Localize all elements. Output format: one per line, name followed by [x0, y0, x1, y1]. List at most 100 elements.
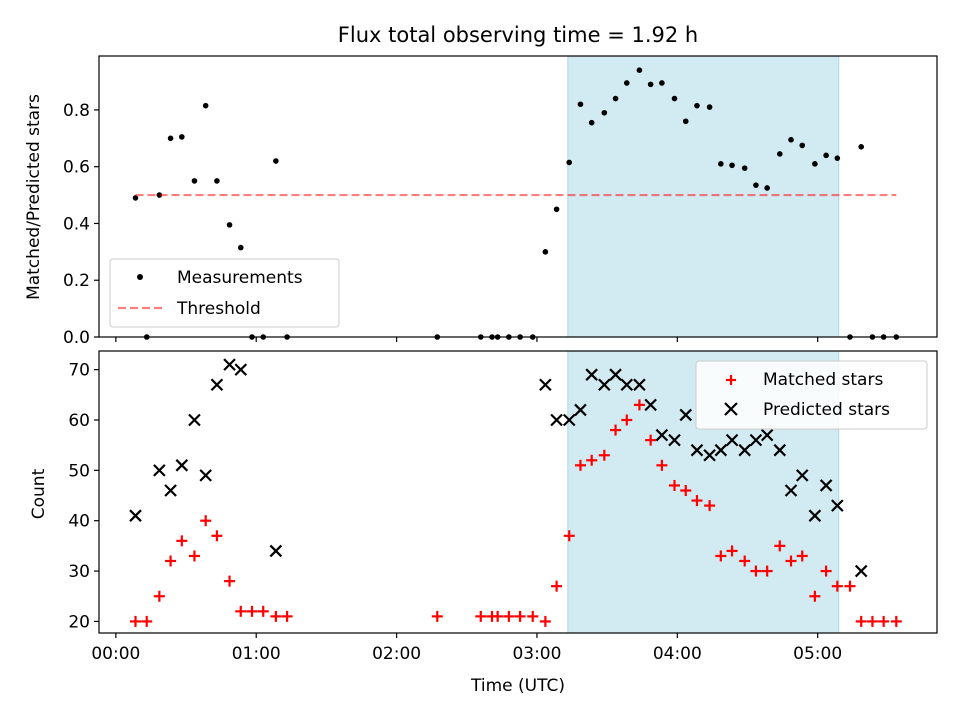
- matched-star-point: [610, 424, 622, 436]
- measurement-point: [647, 81, 654, 88]
- measurement-point: [132, 195, 139, 201]
- predicted-star-point: [819, 479, 833, 492]
- predicted-star-point: [773, 443, 787, 457]
- measurement-point: [788, 136, 794, 143]
- measurement-point: [156, 192, 163, 198]
- matched-star-point: [224, 575, 236, 587]
- predicted-star-point: [175, 459, 189, 472]
- matched-star-point: [820, 565, 832, 577]
- ratio-y-tick-label: 0.2: [63, 271, 90, 291]
- measurement-point: [671, 95, 678, 102]
- matched-star-point: [574, 459, 586, 471]
- measurement-point: [776, 151, 783, 157]
- matched-star-point: [866, 615, 878, 627]
- measurement-point: [799, 142, 806, 149]
- predicted-star-point: [679, 408, 693, 422]
- matched-star-point: [563, 530, 575, 542]
- predicted-star-point: [795, 469, 809, 482]
- count-panel: 20 30 40 50 60 70 00:00 01:00 02:00 03:00 04:00 05…: [29, 350, 938, 696]
- legend-predicted-label: Predicted stars: [763, 400, 890, 420]
- count-y-tick-label: 50: [68, 461, 90, 481]
- measurement-point: [682, 118, 689, 125]
- matched-star-point: [878, 615, 890, 627]
- legend-threshold-label: Threshold: [176, 299, 261, 319]
- predicted-star-point: [690, 443, 704, 457]
- measurement-point: [566, 159, 573, 166]
- measurement-point: [167, 135, 174, 142]
- count-x-tick-label: 03:00: [512, 644, 561, 664]
- predicted-star-point: [550, 413, 563, 427]
- predicted-star-point: [199, 469, 212, 482]
- matched-star-point: [153, 590, 165, 602]
- legend-measurements-label: Measurements: [177, 268, 303, 288]
- measurement-point: [612, 95, 619, 102]
- matched-star-point: [431, 610, 443, 622]
- measurement-point: [764, 185, 770, 191]
- legend-matched-label: Matched stars: [763, 370, 883, 390]
- measurement-point: [636, 67, 643, 73]
- predicted-star-point: [655, 428, 669, 442]
- measurement-point: [706, 104, 713, 110]
- predicted-star-point: [703, 448, 716, 462]
- matched-star-point: [669, 479, 681, 491]
- measurement-point: [623, 80, 630, 86]
- predicted-star-point: [784, 484, 798, 497]
- matched-star-point: [750, 565, 762, 577]
- measurement-point: [226, 222, 233, 228]
- matched-star-point: [539, 615, 551, 627]
- predicted-star-point: [164, 484, 177, 497]
- predicted-star-point: [188, 413, 201, 427]
- measurement-point: [588, 119, 595, 126]
- ratio-y-axis-label: Matched/Predicted stars: [24, 94, 44, 300]
- matched-star-point: [246, 605, 258, 617]
- measurement-point: [753, 182, 759, 188]
- predicted-star-point: [644, 398, 657, 412]
- measurement-point: [577, 101, 584, 108]
- matched-star-point: [691, 495, 703, 507]
- matched-star-point: [200, 515, 212, 527]
- measurement-point: [273, 158, 279, 164]
- measurement-point: [202, 102, 209, 109]
- ratio-y-tick-label: 0.6: [63, 158, 90, 178]
- matched-star-point: [129, 615, 141, 627]
- count-y-axis-label: Count: [29, 468, 49, 519]
- legend-predicted-marker: [724, 402, 738, 416]
- count-plot-frame: [98, 350, 938, 634]
- ratio-panel: 0.00.20.40.60.8 Matched/Predicted stars …: [24, 55, 938, 348]
- x-axis-label: Time (UTC): [470, 676, 565, 696]
- measurement-point: [214, 178, 220, 184]
- matched-star-point: [831, 580, 843, 592]
- matched-star-point: [704, 500, 716, 512]
- measurement-point: [858, 144, 865, 150]
- matched-star-point: [527, 610, 539, 622]
- matched-star-point: [503, 610, 515, 622]
- measurement-point: [659, 80, 665, 86]
- matched-star-point: [761, 565, 773, 577]
- legend-measurements-marker: [137, 274, 143, 280]
- predicted-star-point: [129, 509, 142, 522]
- matched-star-point: [633, 399, 645, 411]
- measurement-point: [823, 152, 829, 159]
- matched-star-point: [645, 434, 657, 446]
- matched-star-point: [165, 555, 177, 567]
- predicted-star-point: [738, 443, 751, 457]
- predicted-star-point: [562, 413, 576, 427]
- ratio-legend: Measurements Threshold: [109, 258, 340, 328]
- matched-star-point: [551, 580, 563, 592]
- matched-star-point: [176, 535, 188, 547]
- count-y-tick-label: 60: [68, 411, 90, 431]
- matched-star-point: [257, 605, 269, 617]
- ratio-y-tick-label: 0.8: [63, 101, 90, 121]
- predicted-star-point: [725, 433, 739, 447]
- matched-star-point: [796, 550, 808, 562]
- predicted-star-point: [749, 433, 763, 447]
- count-x-tick-label: 01:00: [232, 644, 281, 664]
- predicted-star-point: [760, 428, 774, 442]
- matched-star-point: [739, 555, 751, 567]
- measurement-point: [812, 161, 818, 167]
- matched-star-point: [855, 615, 867, 627]
- matched-star-point: [514, 610, 526, 622]
- predicted-star-point: [585, 368, 598, 381]
- predicted-star-point: [223, 358, 236, 371]
